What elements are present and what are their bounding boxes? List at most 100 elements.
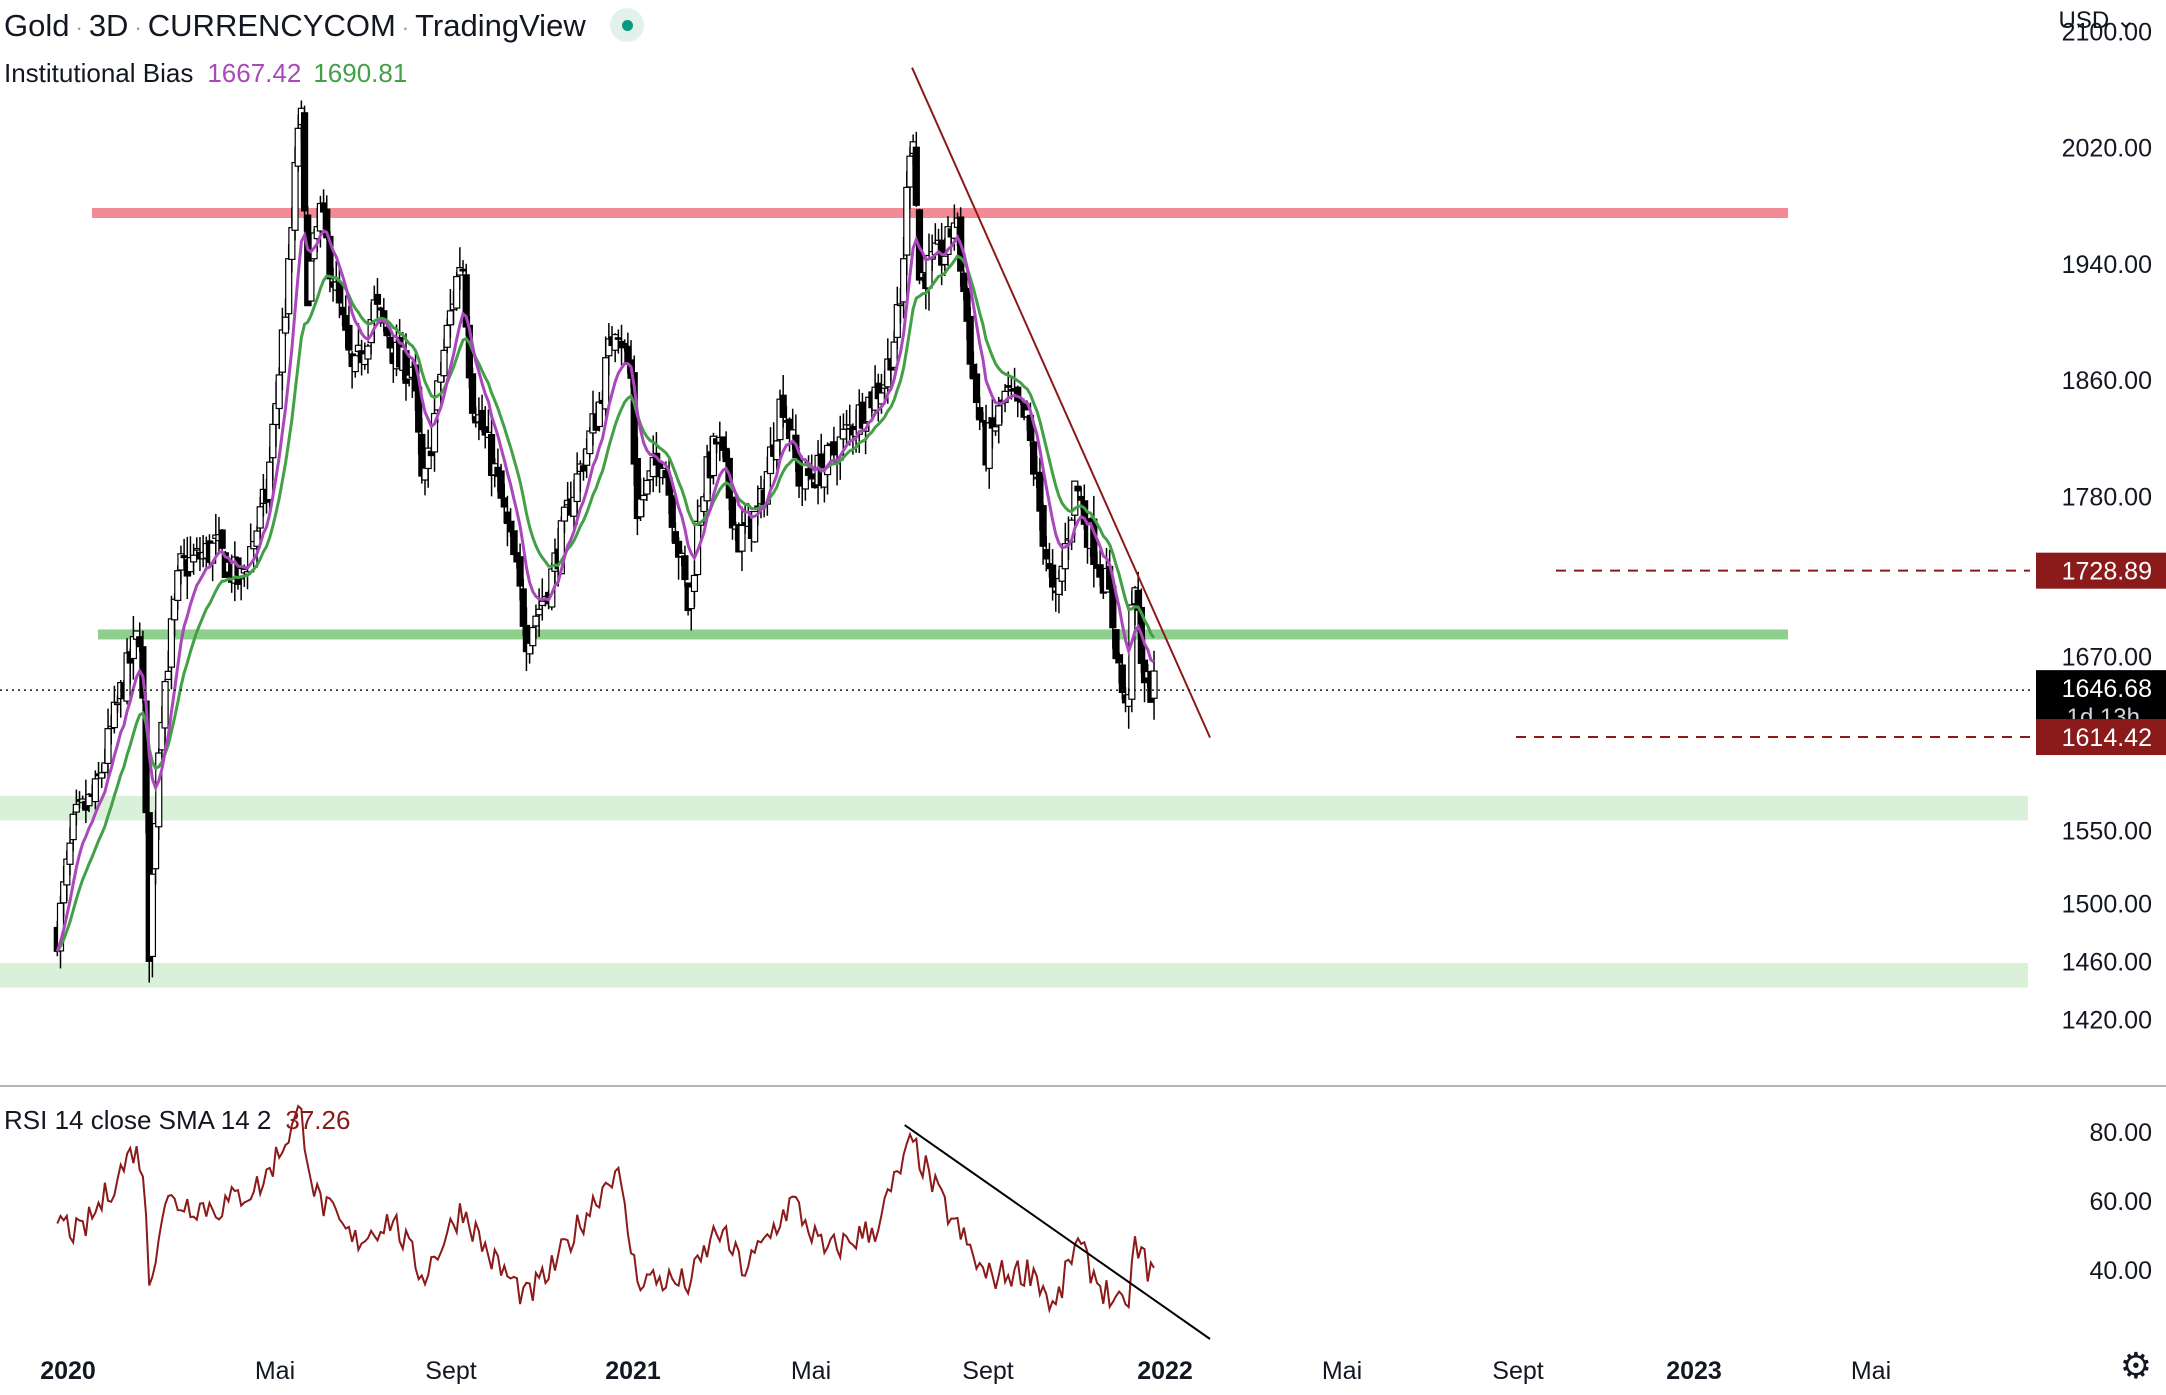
candle-body [148,873,157,958]
price-tick-label: 1460.00 [2062,948,2152,976]
platform-label: TradingView [415,8,586,43]
price-tick-label: 2020.00 [2062,135,2152,163]
price-tick-label: 2100.00 [2062,18,2152,46]
candle-body [98,772,106,779]
candle-body [136,636,144,648]
candle-body [506,520,515,533]
time-axis-label: 2020 [40,1357,96,1385]
price-label-text: 1646.68 [2062,675,2152,703]
indicator-value-slow: 1690.81 [313,58,408,88]
candle-body [995,405,1003,426]
rsi-name: RSI 14 close SMA 14 2 [4,1105,272,1135]
candle-body [668,495,676,528]
candle-body [446,310,454,326]
candle-body [164,670,172,680]
resistance-line [92,208,1788,218]
price-tick-label: 1670.00 [2062,643,2152,671]
candle-body [573,473,581,503]
candle-body [275,374,283,410]
candle-body [256,506,264,529]
candle-body [900,258,908,303]
candle-body [104,728,112,765]
time-axis-label: Mai [1851,1357,1891,1385]
rsi-tick-label: 40.00 [2089,1257,2152,1285]
candle-body [972,373,981,404]
candle-body [151,822,160,870]
candle-body [190,554,198,563]
candle-body [300,112,309,212]
indicator-value-fast: 1667.42 [207,58,302,88]
candle-body [1029,441,1038,475]
candle-body [459,268,467,272]
time-axis-label: Sept [1492,1357,1543,1385]
currency-selector[interactable]: USD ⌄ [2059,6,2136,35]
indicator-name: Institutional Bias [4,58,194,88]
rsi-trendline [904,1124,1211,1340]
candle-body [896,303,905,307]
institutional-bias-fast-line [55,229,1155,952]
rsi-legend[interactable]: RSI 14 close SMA 14 2 37.26 [4,1105,350,1136]
support-line [98,629,1788,640]
rsi-value: 37.26 [285,1105,351,1135]
candle-body [1039,505,1047,547]
candle-body [110,701,118,729]
indicator-legend[interactable]: Institutional Bias 1667.42 1690.81 [4,58,407,89]
candle-body [1118,664,1126,694]
candle-body [326,235,334,280]
candle-body [614,337,622,340]
price-tick-label: 1420.00 [2062,1007,2152,1035]
candle-body [906,155,914,188]
candle-body [839,428,848,440]
candle-body [269,423,277,459]
candle-body [830,441,838,456]
price-tick-label: 1550.00 [2062,818,2152,846]
candle-body [1096,564,1104,578]
time-axis-label: Sept [425,1357,476,1385]
candle-body [468,373,477,414]
candles [53,100,1158,983]
candle-body [586,430,594,455]
candle-body [538,600,546,607]
candle-body [621,342,629,346]
candle-body [709,435,718,477]
currency-label: USD [2058,7,2110,34]
gear-icon[interactable]: ⚙ [2119,1345,2152,1386]
candle-body [893,304,901,339]
candle-body [72,803,80,813]
time-axis-label: 2023 [1666,1357,1722,1385]
time-axis-label: 2021 [605,1357,661,1385]
candle-body [529,626,537,647]
symbol-name[interactable]: Gold [4,8,70,43]
candle-body [440,349,448,377]
candle-body [430,412,439,453]
candle-body [285,258,293,315]
candle-body [751,510,759,543]
candle-body [129,636,137,660]
candle-body [66,842,74,865]
price-label-text: 1614.42 [2062,724,2152,752]
candle-body [113,702,122,706]
candle-body [364,345,372,360]
candle-body [1077,495,1085,501]
candle-body [180,555,188,559]
candle-body [681,555,689,581]
price-tick-label: 1780.00 [2062,483,2152,511]
market-open-icon [609,7,644,42]
candle-body [602,357,610,410]
support-zone [0,795,2028,821]
chevron-down-icon: ⌄ [2109,7,2136,34]
candle-body [560,506,569,522]
candle-body [351,355,359,373]
candle-body [510,530,518,556]
institutional-bias-slow-line [56,254,1156,953]
price-tick-label: 1940.00 [2062,251,2152,279]
candle-body [643,479,651,495]
candle-body [377,307,385,311]
candle-body [218,529,226,549]
chart-header: Gold · 3D · CURRENCYCOM · TradingView [4,7,644,45]
candle-body [266,461,274,501]
interval-label[interactable]: 3D [88,8,129,43]
candle-body [278,329,286,373]
candle-body [1004,385,1012,388]
